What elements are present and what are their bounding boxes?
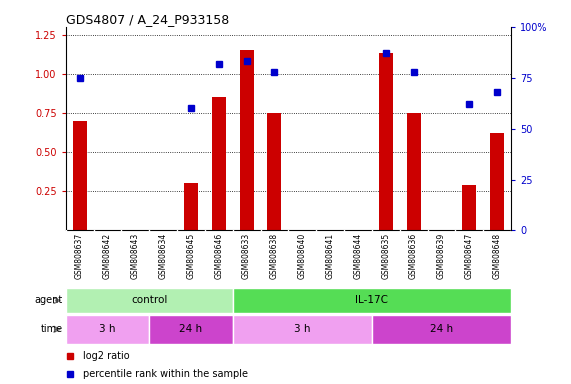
Text: GSM808642: GSM808642 (103, 233, 112, 279)
Text: GSM808637: GSM808637 (75, 233, 84, 280)
Text: GSM808645: GSM808645 (186, 233, 195, 280)
Bar (490, 133, 504, 230)
Text: 3 h: 3 h (294, 324, 311, 334)
Text: GSM808635: GSM808635 (381, 233, 391, 280)
Text: GSM808646: GSM808646 (214, 233, 223, 280)
Text: 24 h: 24 h (179, 324, 203, 334)
Bar (379, 53, 393, 230)
Text: time: time (41, 324, 63, 334)
Bar (66, 288, 233, 313)
Bar (73, 121, 87, 230)
Text: agent: agent (35, 295, 63, 306)
Bar (372, 315, 511, 344)
Text: log2 ratio: log2 ratio (83, 351, 130, 361)
Text: GSM808644: GSM808644 (353, 233, 363, 280)
Bar (233, 315, 372, 344)
Bar (184, 184, 198, 230)
Text: 24 h: 24 h (430, 324, 453, 334)
Bar (267, 113, 282, 230)
Text: GSM808634: GSM808634 (159, 233, 168, 280)
Bar (149, 315, 233, 344)
Bar (240, 50, 254, 230)
Bar (212, 97, 226, 230)
Text: GSM808636: GSM808636 (409, 233, 418, 280)
Text: GSM808640: GSM808640 (297, 233, 307, 280)
Bar (463, 185, 476, 230)
Text: GSM808639: GSM808639 (437, 233, 446, 280)
Text: GSM808643: GSM808643 (131, 233, 140, 280)
Text: control: control (131, 295, 167, 306)
Text: GDS4807 / A_24_P933158: GDS4807 / A_24_P933158 (66, 13, 229, 26)
Text: 3 h: 3 h (99, 324, 116, 334)
Text: GSM808647: GSM808647 (465, 233, 474, 280)
Text: GSM808633: GSM808633 (242, 233, 251, 280)
Text: GSM808641: GSM808641 (325, 233, 335, 279)
Text: GSM808638: GSM808638 (270, 233, 279, 279)
Bar (66, 315, 149, 344)
Text: IL-17C: IL-17C (355, 295, 388, 306)
Text: percentile rank within the sample: percentile rank within the sample (83, 369, 248, 379)
Bar (407, 113, 421, 230)
Text: GSM808648: GSM808648 (493, 233, 502, 279)
Bar (233, 288, 511, 313)
